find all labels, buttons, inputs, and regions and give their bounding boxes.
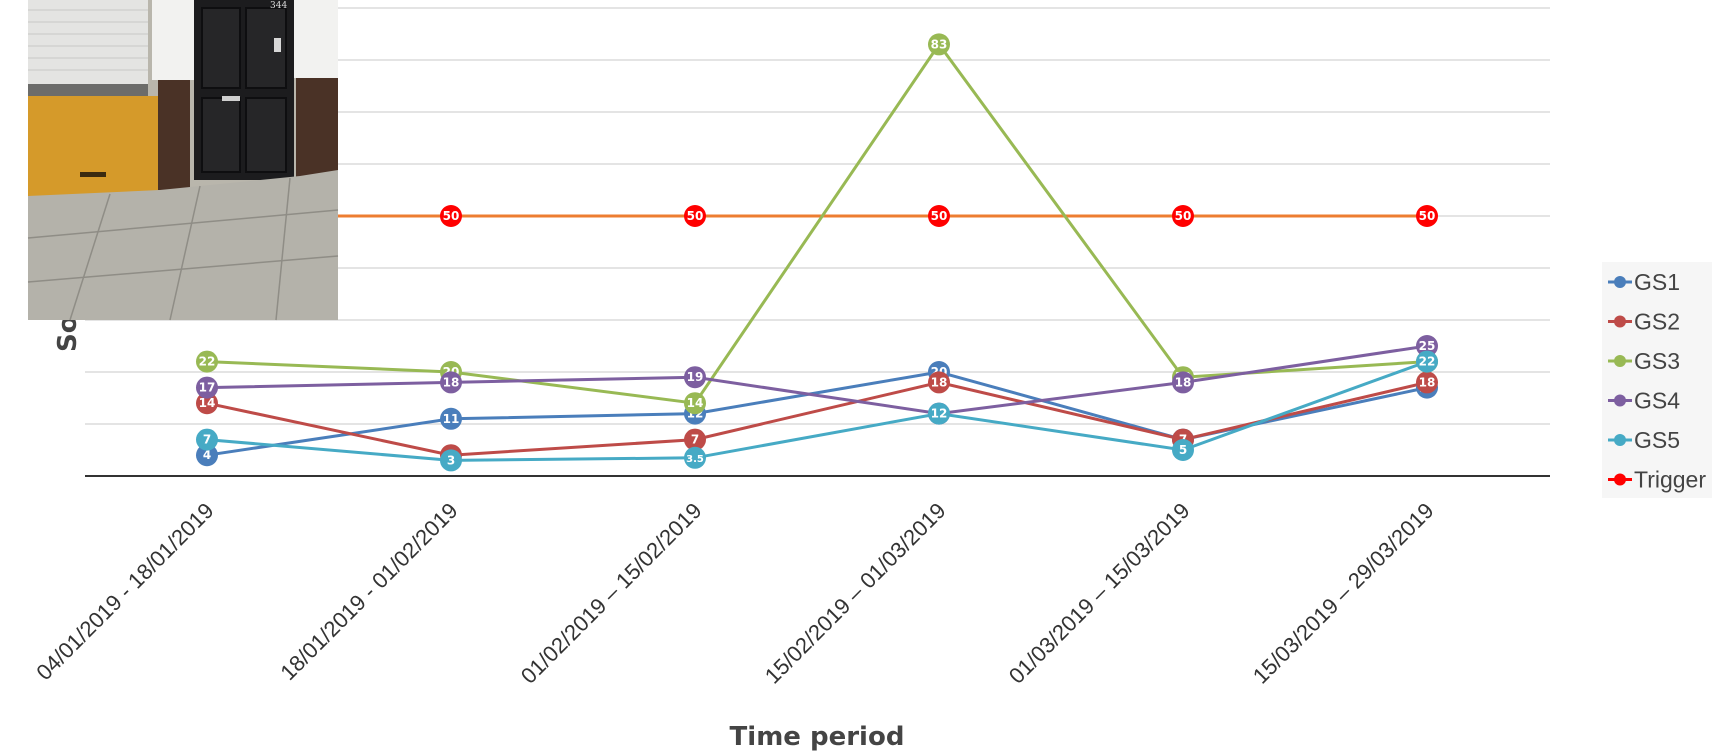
door-number: 344 [270, 1, 287, 11]
series-line-gs5 [206, 360, 1428, 462]
x-tick-label: 04/01/2019 - 18/01/2019 [31, 498, 218, 685]
legend-label-gs3: GS3 [1634, 348, 1680, 374]
data-label-gs5: 3.5 [686, 454, 704, 465]
data-label-gs1: 4 [203, 448, 211, 462]
x-tick-labels: 04/01/2019 - 18/01/2019 18/01/2019 - 01/0… [31, 498, 1438, 689]
data-point-gs2 [684, 428, 706, 451]
series-lines [206, 41, 1428, 462]
x-tick-label: 01/03/2019 – 15/03/2019 [1004, 498, 1195, 689]
data-label-gs5: 12 [931, 407, 948, 421]
data-point-gs2 [928, 371, 950, 394]
doorway-photo: 344 [27, 0, 339, 321]
data-point-trigger [1172, 205, 1194, 227]
data-label-gs2: 18 [1419, 375, 1436, 389]
data-label-trigger: 50 [1175, 209, 1192, 223]
data-label-gs4: 17 [199, 381, 216, 395]
data-point-gs3 [684, 392, 706, 415]
data-label-gs4: 25 [1419, 339, 1436, 353]
data-label-gs2: 18 [931, 375, 948, 389]
legend-label-gs2: GS2 [1634, 309, 1680, 335]
legend-marker-gs5 [1614, 434, 1626, 446]
data-label-gs2: 7 [691, 433, 699, 447]
series-line-gs3 [206, 41, 1428, 405]
x-tick-label: 18/01/2019 - 01/02/2019 [275, 498, 462, 685]
data-label-gs3: 14 [687, 396, 704, 410]
data-point-gs2 [1416, 371, 1438, 394]
data-point-gs5 [928, 402, 950, 425]
data-label-gs1: 11 [443, 412, 460, 426]
data-point-gs1 [196, 444, 218, 467]
data-label-gs3: 22 [199, 355, 216, 369]
series-line-gs2 [206, 380, 1428, 457]
data-label-gs5: 22 [1419, 355, 1436, 369]
data-point-trigger [684, 205, 706, 227]
data-label-trigger: 50 [443, 209, 460, 223]
y-axis-title: So [53, 315, 83, 352]
data-point-gs5 [440, 449, 462, 472]
legend-label-gs4: GS4 [1634, 388, 1680, 414]
data-label-gs5: 7 [203, 433, 211, 447]
data-label-gs2: 14 [199, 396, 216, 410]
data-point-gs2 [196, 392, 218, 415]
data-point-trigger [440, 205, 462, 227]
data-point-gs4 [196, 376, 218, 399]
data-point-gs4 [440, 371, 462, 394]
data-label-gs4: 18 [443, 375, 460, 389]
data-label-trigger: 50 [687, 209, 704, 223]
legend-marker-gs3 [1614, 355, 1626, 367]
data-point-gs5 [1172, 439, 1194, 461]
data-point-gs4 [1172, 371, 1194, 394]
x-axis-title: Time period [730, 722, 905, 752]
series-line-gs4 [206, 344, 1428, 416]
x-tick-label: 01/02/2019 – 15/02/2019 [516, 498, 707, 689]
x-tick-label: 15/02/2019 – 01/03/2019 [760, 498, 951, 689]
data-point-gs1 [440, 407, 462, 430]
series-points: 5050505050411122071714471871822201483192… [196, 33, 1438, 472]
legend: GS1 GS2 GS3 GS4 GS5 Trigger [1608, 269, 1706, 493]
data-label-trigger: 50 [931, 209, 948, 223]
legend-marker-gs1 [1614, 276, 1626, 288]
data-label-gs4: 18 [1175, 375, 1192, 389]
data-point-gs5 [196, 428, 218, 451]
data-label-trigger: 50 [1419, 209, 1436, 223]
data-label-gs3: 83 [931, 37, 948, 51]
x-tick-label: 15/03/2019 – 29/03/2019 [1248, 498, 1439, 689]
legend-marker-trigger [1614, 473, 1626, 486]
data-point-gs5 [684, 446, 706, 469]
legend-marker-gs4 [1614, 394, 1626, 407]
legend-box [1602, 262, 1712, 498]
legend-label-gs1: GS1 [1634, 269, 1680, 295]
data-point-gs4 [1416, 335, 1438, 357]
data-point-trigger [1416, 205, 1438, 227]
data-point-trigger [928, 205, 950, 227]
data-point-gs4 [684, 366, 706, 389]
data-label-gs4: 19 [687, 370, 704, 384]
legend-marker-gs2 [1614, 315, 1626, 328]
data-label-gs5: 5 [1179, 443, 1187, 457]
data-point-gs5 [1416, 350, 1438, 373]
data-label-gs5: 3 [447, 453, 455, 467]
data-point-gs3 [196, 350, 218, 373]
legend-label-gs5: GS5 [1634, 427, 1680, 453]
legend-label-trigger: Trigger [1634, 467, 1706, 493]
data-point-gs3 [928, 33, 950, 56]
